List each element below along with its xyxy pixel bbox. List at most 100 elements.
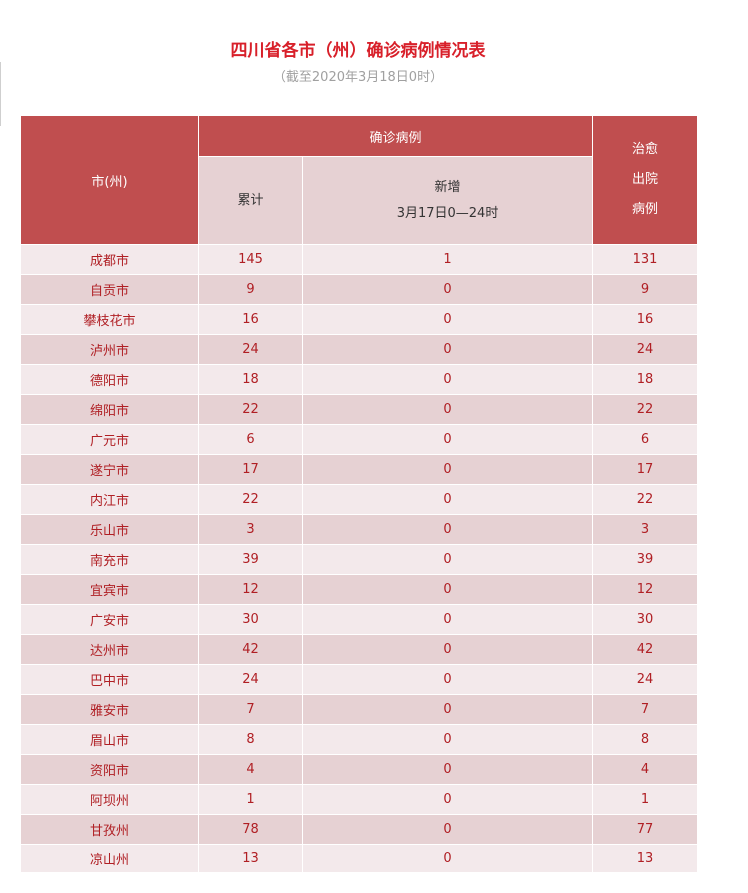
cell-total: 9 xyxy=(198,274,303,305)
header-cumulative: 累计 xyxy=(198,156,303,245)
cell-new: 0 xyxy=(301,664,594,695)
cell-total: 6 xyxy=(198,424,303,455)
table-body: 成都市 145 1 131 自贡市 9 0 9 攀枝花市 16 0 16 泸州市 24 0 24 德阳市 18 0 1… xyxy=(20,244,699,873)
cell-new: 0 xyxy=(301,844,594,873)
cell-new: 0 xyxy=(301,634,594,665)
cell-new: 0 xyxy=(301,814,594,845)
table-row: 绵阳市 22 0 22 xyxy=(20,394,699,425)
cell-cured: 4 xyxy=(592,754,699,785)
cell-cured: 13 xyxy=(592,844,699,873)
cell-total: 24 xyxy=(198,664,303,695)
cell-new: 0 xyxy=(301,574,594,605)
cell-city: 宜宾市 xyxy=(20,574,199,605)
table-row: 德阳市 18 0 18 xyxy=(20,364,699,395)
cell-city: 自贡市 xyxy=(20,274,199,305)
table-row: 遂宁市 17 0 17 xyxy=(20,454,699,485)
cell-cured: 18 xyxy=(592,364,699,395)
cell-city: 内江市 xyxy=(20,484,199,515)
cell-city: 遂宁市 xyxy=(20,454,199,485)
cell-city: 眉山市 xyxy=(20,724,199,755)
cell-cured: 16 xyxy=(592,304,699,335)
table-row: 达州市 42 0 42 xyxy=(20,634,699,665)
cell-new: 0 xyxy=(301,784,594,815)
cell-city: 南充市 xyxy=(20,544,199,575)
cell-new: 0 xyxy=(301,334,594,365)
cell-city: 巴中市 xyxy=(20,664,199,695)
cell-total: 22 xyxy=(198,394,303,425)
table-row: 攀枝花市 16 0 16 xyxy=(20,304,699,335)
header-confirmed: 确诊病例 xyxy=(197,115,594,157)
cell-total: 8 xyxy=(198,724,303,755)
cell-city: 绵阳市 xyxy=(20,394,199,425)
cell-cured: 39 xyxy=(592,544,699,575)
cell-city: 广元市 xyxy=(20,424,199,455)
table-row: 资阳市 4 0 4 xyxy=(20,754,699,785)
cell-city: 广安市 xyxy=(20,604,199,635)
cell-total: 42 xyxy=(198,634,303,665)
cell-city: 阿坝州 xyxy=(20,784,199,815)
cell-cured: 22 xyxy=(592,394,699,425)
table-row: 内江市 22 0 22 xyxy=(20,484,699,515)
cell-total: 145 xyxy=(198,244,303,275)
cell-total: 3 xyxy=(198,514,303,545)
cell-total: 18 xyxy=(198,364,303,395)
cell-city: 攀枝花市 xyxy=(20,304,199,335)
cell-city: 德阳市 xyxy=(20,364,199,395)
cell-cured: 8 xyxy=(592,724,699,755)
cell-new: 0 xyxy=(301,304,594,335)
cell-city: 泸州市 xyxy=(20,334,199,365)
cell-city: 成都市 xyxy=(20,244,199,275)
cell-cured: 7 xyxy=(592,694,699,725)
cell-total: 7 xyxy=(198,694,303,725)
cell-city: 雅安市 xyxy=(20,694,199,725)
table-row: 泸州市 24 0 24 xyxy=(20,334,699,365)
cell-new: 0 xyxy=(301,274,594,305)
table-row: 巴中市 24 0 24 xyxy=(20,664,699,695)
cell-city: 资阳市 xyxy=(20,754,199,785)
cell-total: 13 xyxy=(198,844,303,873)
cell-cured: 17 xyxy=(592,454,699,485)
table-row: 南充市 39 0 39 xyxy=(20,544,699,575)
cell-cured: 1 xyxy=(592,784,699,815)
table-row: 乐山市 3 0 3 xyxy=(20,514,699,545)
cell-total: 4 xyxy=(198,754,303,785)
table-row: 眉山市 8 0 8 xyxy=(20,724,699,755)
cell-new: 0 xyxy=(301,694,594,725)
cases-table: 市(州) 确诊病例 治愈 出院 病例 累计 新增 3月17日0—24时 成都市 1… xyxy=(20,115,699,873)
cell-city: 甘孜州 xyxy=(20,814,199,845)
cell-cured: 12 xyxy=(592,574,699,605)
header-new: 新增 3月17日0—24时 xyxy=(301,156,594,245)
cell-new: 0 xyxy=(301,754,594,785)
cell-cured: 131 xyxy=(592,244,699,275)
cell-cured: 9 xyxy=(592,274,699,305)
table-row: 雅安市 7 0 7 xyxy=(20,694,699,725)
cell-cured: 3 xyxy=(592,514,699,545)
table-row: 成都市 145 1 131 xyxy=(20,244,699,275)
cell-new: 0 xyxy=(301,454,594,485)
cell-cured: 6 xyxy=(592,424,699,455)
cell-cured: 30 xyxy=(592,604,699,635)
table-row: 自贡市 9 0 9 xyxy=(20,274,699,305)
left-divider xyxy=(0,62,1,126)
cell-cured: 24 xyxy=(592,664,699,695)
cell-new: 0 xyxy=(301,424,594,455)
cell-new: 0 xyxy=(301,544,594,575)
cell-new: 0 xyxy=(301,364,594,395)
header-cured: 治愈 出院 病例 xyxy=(592,115,699,245)
table-row: 甘孜州 78 0 77 xyxy=(20,814,699,845)
page-subtitle: （截至2020年3月18日0时） xyxy=(272,70,444,85)
table-row: 广元市 6 0 6 xyxy=(20,424,699,455)
cell-total: 16 xyxy=(198,304,303,335)
cell-cured: 22 xyxy=(592,484,699,515)
cell-new: 1 xyxy=(301,244,594,275)
cell-cured: 42 xyxy=(592,634,699,665)
header-city: 市(州) xyxy=(20,115,199,245)
cell-city: 凉山州 xyxy=(20,844,199,873)
cell-new: 0 xyxy=(301,724,594,755)
table-row: 宜宾市 12 0 12 xyxy=(20,574,699,605)
cell-cured: 77 xyxy=(592,814,699,845)
cell-total: 24 xyxy=(198,334,303,365)
table-row: 阿坝州 1 0 1 xyxy=(20,784,699,815)
cell-total: 22 xyxy=(198,484,303,515)
page-title: 四川省各市（州）确诊病例情况表 xyxy=(230,41,486,61)
